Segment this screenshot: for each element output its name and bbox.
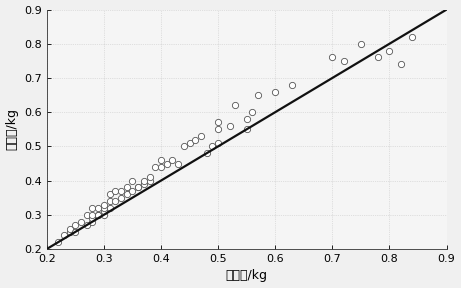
X-axis label: 测试值/kg: 测试值/kg — [225, 270, 268, 283]
Point — [140, 182, 148, 186]
Point — [66, 230, 73, 234]
Point — [214, 120, 222, 125]
Point — [169, 158, 176, 162]
Point — [226, 124, 233, 128]
Point — [254, 93, 262, 97]
Point — [106, 206, 113, 210]
Point — [340, 58, 348, 63]
Point — [146, 175, 153, 179]
Point — [203, 151, 210, 156]
Point — [117, 196, 124, 200]
Point — [192, 137, 199, 142]
Point — [289, 83, 296, 87]
Point — [112, 189, 119, 193]
Point — [100, 209, 107, 214]
Point — [83, 213, 90, 217]
Point — [83, 223, 90, 228]
Point — [214, 141, 222, 145]
Point — [89, 213, 96, 217]
Point — [374, 55, 382, 60]
Point — [397, 62, 405, 67]
Point — [123, 185, 130, 190]
Point — [214, 127, 222, 132]
Point — [180, 144, 188, 149]
Point — [89, 219, 96, 224]
Point — [117, 189, 124, 193]
Point — [100, 206, 107, 210]
Point — [197, 134, 205, 139]
Point — [95, 213, 102, 217]
Point — [129, 189, 136, 193]
Point — [60, 233, 68, 238]
Point — [100, 213, 107, 217]
Point — [243, 127, 250, 132]
Point — [106, 192, 113, 197]
Point — [100, 202, 107, 207]
Point — [329, 55, 336, 60]
Point — [77, 219, 85, 224]
Point — [89, 216, 96, 221]
Point — [54, 240, 62, 245]
Point — [95, 206, 102, 210]
Point — [163, 161, 171, 166]
Point — [89, 206, 96, 210]
Point — [129, 178, 136, 183]
Point — [243, 117, 250, 121]
Point — [123, 192, 130, 197]
Point — [209, 144, 216, 149]
Point — [408, 35, 416, 39]
Point — [71, 230, 79, 234]
Point — [106, 199, 113, 203]
Point — [112, 199, 119, 203]
Point — [186, 141, 193, 145]
Point — [174, 161, 182, 166]
Point — [248, 110, 256, 115]
Point — [231, 103, 239, 108]
Point — [146, 178, 153, 183]
Point — [135, 185, 142, 190]
Point — [95, 213, 102, 217]
Point — [140, 178, 148, 183]
Point — [357, 41, 365, 46]
Point — [272, 89, 279, 94]
Point — [152, 165, 159, 169]
Point — [386, 48, 393, 53]
Point — [135, 185, 142, 190]
Point — [71, 223, 79, 228]
Point — [157, 165, 165, 169]
Point — [157, 158, 165, 162]
Y-axis label: 预测值/kg: 预测值/kg — [6, 108, 18, 150]
Point — [66, 226, 73, 231]
